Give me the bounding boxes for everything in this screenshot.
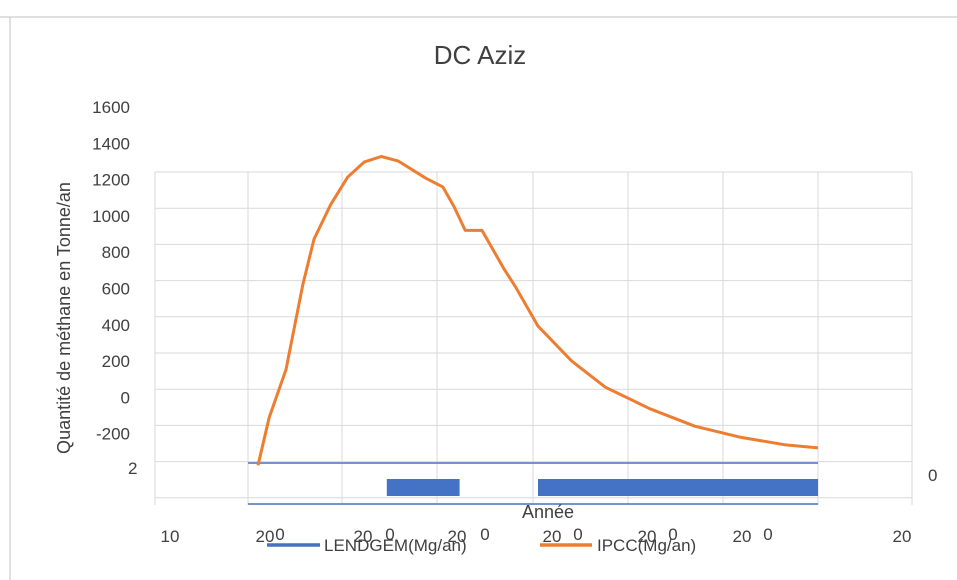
x-zero-label: 0 (275, 525, 284, 544)
y-tick-label: 800 (102, 243, 130, 262)
x-tick-label: 20 (543, 527, 562, 546)
chart-title: DC Aziz (434, 40, 526, 70)
legend-label-lendgem: LENDGEM(Mg/an) (324, 536, 467, 555)
y-tick-label: 400 (102, 316, 130, 335)
y-tick-label: 1200 (92, 171, 130, 190)
y-tick-label: 200 (102, 352, 130, 371)
x-zero-label: 0 (573, 525, 582, 544)
x-tick-labels: 10 20 20 20 20 20 20 200 0 0 0 0 0 (161, 525, 912, 546)
x-zero-label: 0 (480, 525, 489, 544)
y-tick-label: -200 (96, 425, 130, 444)
y-axis-label: Quantité de méthane en Tonne/an (54, 182, 74, 454)
x-tick-label: 20 (354, 527, 373, 546)
y-tick-label: 1400 (92, 134, 130, 153)
x-tick-label: 20 (733, 527, 752, 546)
stray-label-2: 2 (128, 459, 137, 478)
bar-segment-lendgem (386, 479, 460, 496)
x-axis-label: Année (522, 502, 574, 522)
x-tick-label: 20 (638, 527, 657, 546)
legend: LENDGEM(Mg/an) IPCC(Mg/an) (267, 536, 696, 555)
x-tick-label: 20 (448, 527, 467, 546)
legend-label-ipcc: IPCC(Mg/an) (597, 536, 696, 555)
y-tick-label: 600 (102, 280, 130, 299)
stray-label-0: 0 (928, 466, 937, 485)
bar-strip (248, 462, 818, 505)
y-tick-label: 0 (121, 388, 130, 407)
y-tick-labels: 1600 1400 1200 1000 800 600 400 200 0 -200 (92, 98, 130, 444)
series-line-ipcc (256, 155, 819, 466)
y-tick-label: 1600 (92, 98, 130, 117)
x-zero-label: 0 (668, 525, 677, 544)
x-zero-label: 0 (385, 525, 394, 544)
x-tick-label: 20 (893, 527, 912, 546)
bar-segment-lendgem (538, 479, 818, 496)
x-tick-label: 20 (256, 527, 275, 546)
y-tick-label: 1000 (92, 207, 130, 226)
x-zero-label: 0 (763, 525, 772, 544)
grid (154, 171, 913, 505)
x-tick-label: 10 (161, 527, 180, 546)
